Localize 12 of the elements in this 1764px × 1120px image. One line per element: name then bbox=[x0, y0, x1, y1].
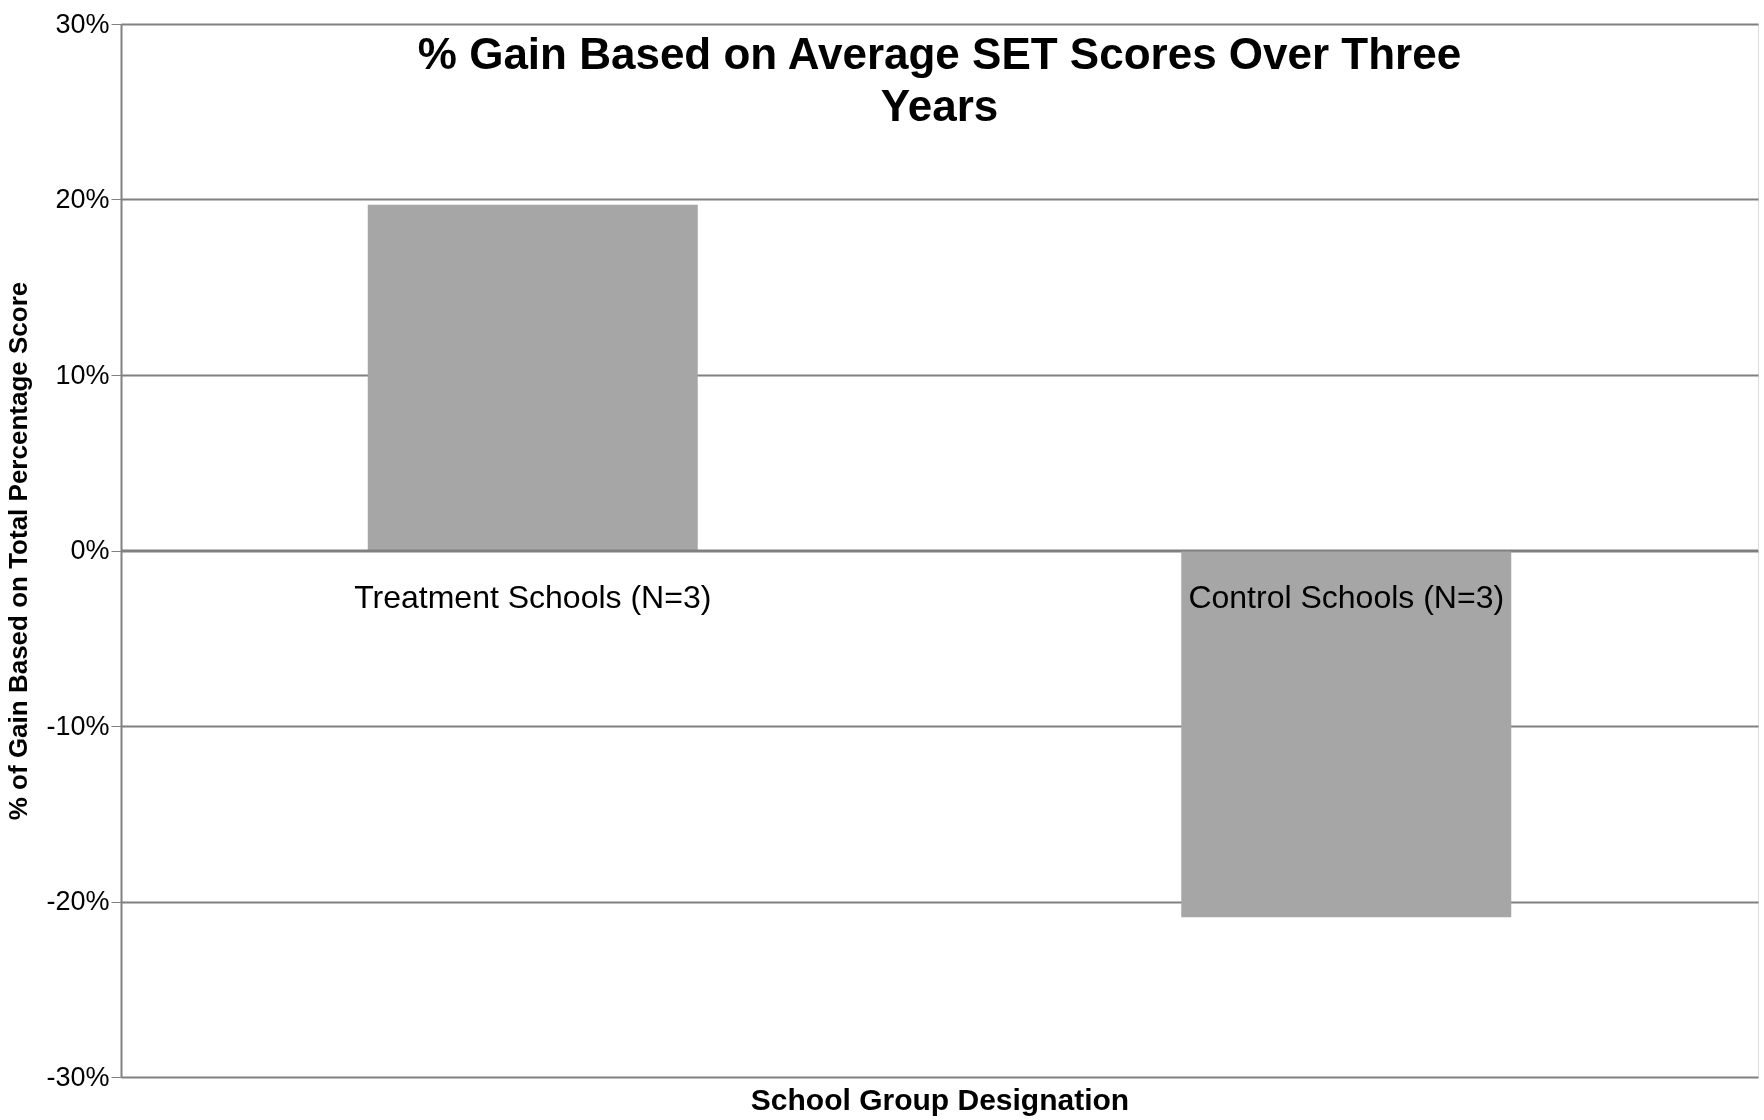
y-tick-label: -30% bbox=[46, 1061, 110, 1092]
y-tick-label: -10% bbox=[46, 710, 110, 741]
y-axis-title: % of Gain Based on Total Percentage Score bbox=[3, 281, 34, 821]
y-tick-label: 30% bbox=[55, 8, 110, 39]
x-tick-label: Treatment Schools (N=3) bbox=[354, 578, 712, 615]
text: % Gain Based on Average SET Scores Over Three Years bbox=[417, 29, 1462, 130]
x-tick-label: Control Schools (N=3) bbox=[1188, 578, 1505, 615]
x-axis-title: School Group Designation bbox=[750, 1082, 1130, 1116]
y-tick-label: 0% bbox=[70, 535, 110, 565]
y-tick-label: -20% bbox=[46, 886, 110, 916]
y-tick-label: 10% bbox=[55, 359, 110, 390]
y-tick-label: 20% bbox=[55, 184, 110, 214]
